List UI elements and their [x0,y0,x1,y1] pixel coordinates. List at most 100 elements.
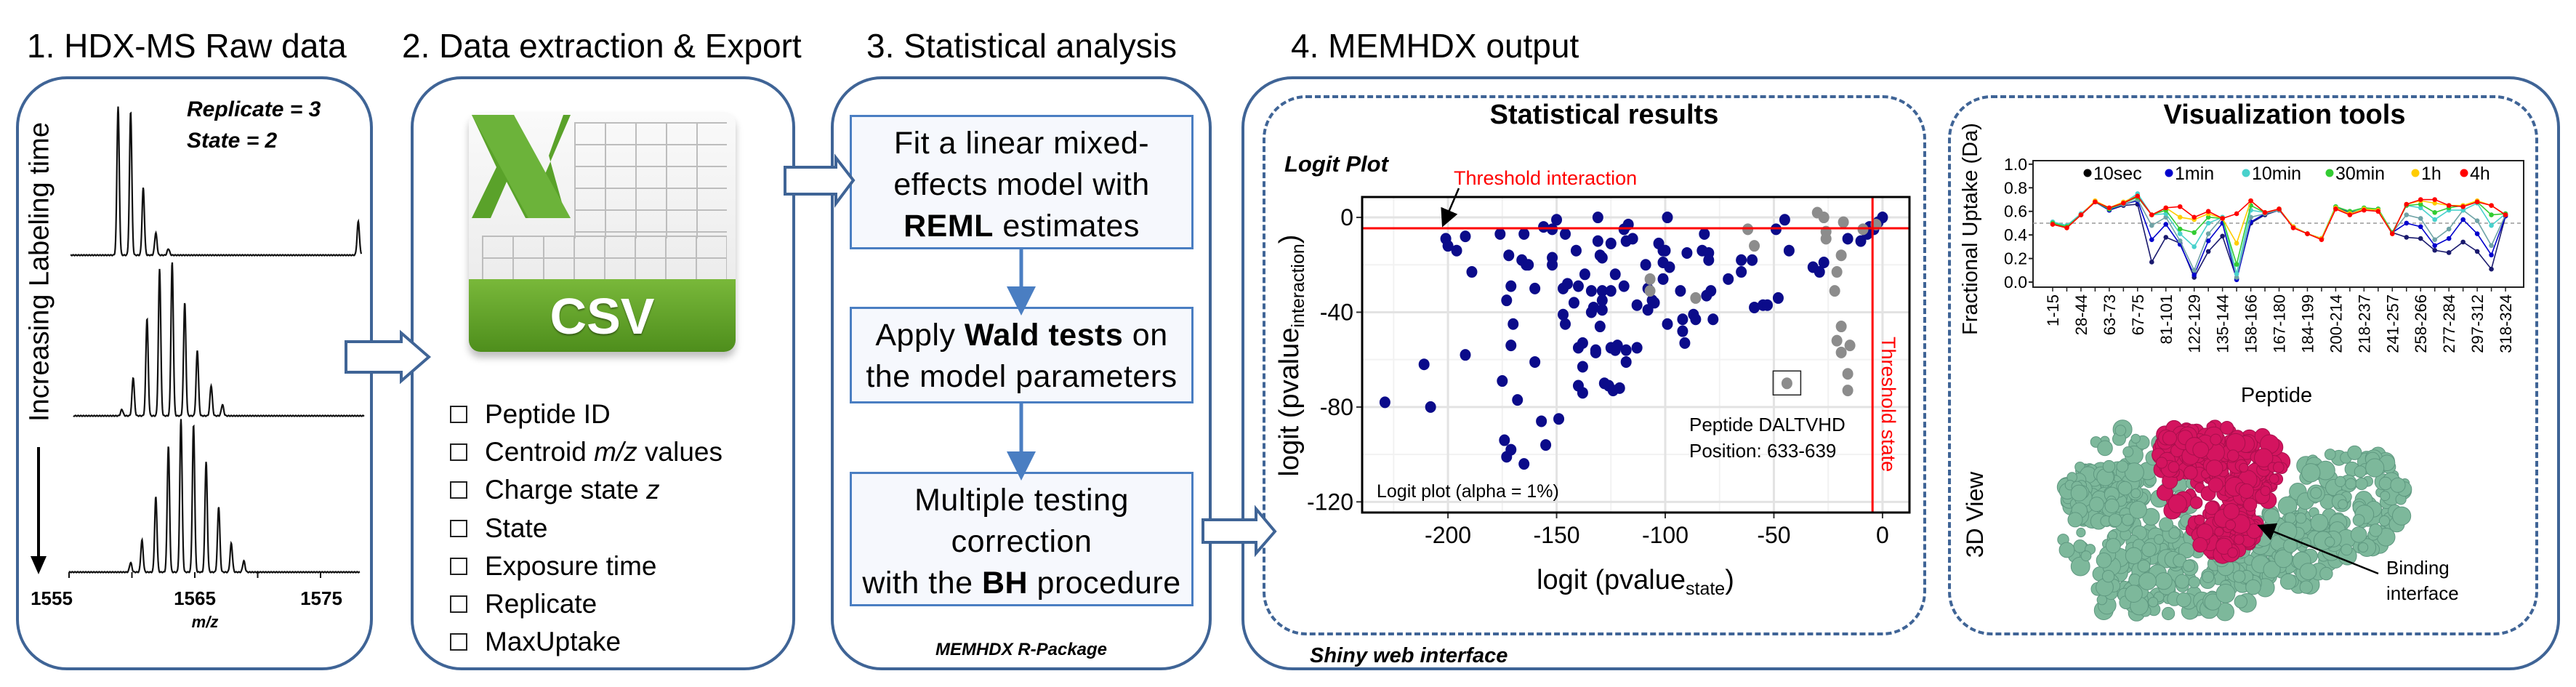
surface-atom [2189,496,2203,510]
x-axis-label: logit (pvaluestate) [1537,565,1734,599]
step-text-part: correction [951,524,1092,559]
surface-atom [2101,570,2115,583]
peptide-tick-label: 81-101 [2157,294,2175,345]
y-tick-label: 0.8 [2004,178,2027,197]
uptake-point [2106,205,2112,211]
data-point [1460,349,1471,361]
checkbox-icon [450,406,467,424]
x-axis-label-sub: state [1686,579,1725,599]
panel-4-title: 4. MEMHDX output [1291,27,1579,65]
data-point [1497,375,1508,387]
data-point [1605,285,1617,297]
surface-atom [2137,559,2151,573]
uptake-point [2205,214,2211,220]
surface-atom [2263,561,2281,579]
data-point [1690,313,1702,326]
surface-atom [2338,499,2348,510]
field-label-part: State [485,513,548,543]
data-point [1559,318,1571,330]
y-tick-label: 0.0 [2004,273,2027,292]
surface-atom [2358,542,2369,553]
step-text-part: estimates [993,209,1140,244]
uptake-plot-frame [2032,160,2524,288]
field-label-part: values [637,437,723,467]
uptake-point [2446,226,2452,232]
uptake-point [2177,226,2183,232]
peptide-tick-label: 200-214 [2327,294,2345,353]
uptake-point [2177,214,2183,220]
data-point [1494,228,1506,240]
peptide-tick-label: 218-237 [2355,294,2373,353]
data-point [1442,240,1454,252]
uptake-point [2489,266,2494,272]
x-axis-label-end: ) [1725,565,1734,595]
data-point [1644,273,1656,285]
csv-file-icon: CSV [469,112,736,352]
step-text-part: BH [981,566,1029,600]
data-point [1559,228,1571,240]
surface-atom [2102,459,2116,473]
legend-label: 10sec [2093,164,2142,184]
data-point [1835,346,1847,358]
data-point [1596,285,1608,297]
arrow-raw-to-export [345,329,432,385]
y-axis-label-main: logit (pvalue [1274,328,1305,477]
step-text-line: the model parameters [852,356,1191,398]
uptake-point [2404,212,2410,217]
data-point [1835,321,1847,333]
visualization-tools-box [1948,95,2538,635]
surface-atom [2239,483,2255,499]
uptake-point [2418,216,2423,221]
surface-atom [2243,497,2258,512]
surface-atom [2226,433,2246,453]
legend-marker [2460,169,2468,177]
uptake-point [2093,199,2098,205]
uptake-point [2319,237,2325,242]
surface-atom [2096,594,2108,606]
data-point [1818,212,1830,224]
surface-atom [2347,445,2362,460]
data-point [1505,340,1517,352]
surface-atom [2263,508,2280,526]
data-point [1611,340,1623,352]
step-text-line: correction [852,521,1191,563]
data-point [1577,361,1588,373]
uptake-point [2290,225,2296,230]
x-tick-label: -100 [1642,522,1689,548]
data-point [1631,342,1643,354]
data-point [1451,244,1462,257]
surface-atom [2324,449,2336,460]
x-tick-label: -150 [1534,522,1580,548]
surface-atom [2121,513,2134,526]
field-label-part: Charge state [485,475,647,505]
surface-atom [2210,433,2222,446]
surface-atom [2175,574,2190,589]
data-point [1831,334,1843,347]
uptake-point [2432,247,2437,253]
binding-interface-label: interface [2386,582,2459,604]
data-point [1723,273,1734,285]
y-axis-label-sub: interaction [1288,244,1308,327]
surface-atom [2125,547,2143,565]
data-point [1679,337,1691,349]
uptake-point [2446,250,2452,255]
step-text-line: Fit a linear mixed- [852,123,1191,164]
y-tick-label: -120 [1307,489,1353,515]
legend-label: 4h [2470,164,2490,184]
surface-atom [2070,484,2088,502]
data-point [1568,297,1579,309]
surface-atom [2279,573,2297,590]
data-point [1659,244,1671,257]
legend-marker [2411,169,2420,177]
uptake-point [2489,252,2494,258]
data-point [1538,221,1550,233]
uptake-point [2064,225,2069,230]
output-panel [1241,76,2560,670]
uptake-point [2404,235,2410,240]
surface-atom [2378,476,2393,491]
statistics-panel [831,76,1212,670]
data-point [1572,280,1584,292]
panel-1-title: 1. HDX-MS Raw data [27,27,347,65]
uptake-point [2234,262,2239,268]
data-point [1749,301,1760,313]
